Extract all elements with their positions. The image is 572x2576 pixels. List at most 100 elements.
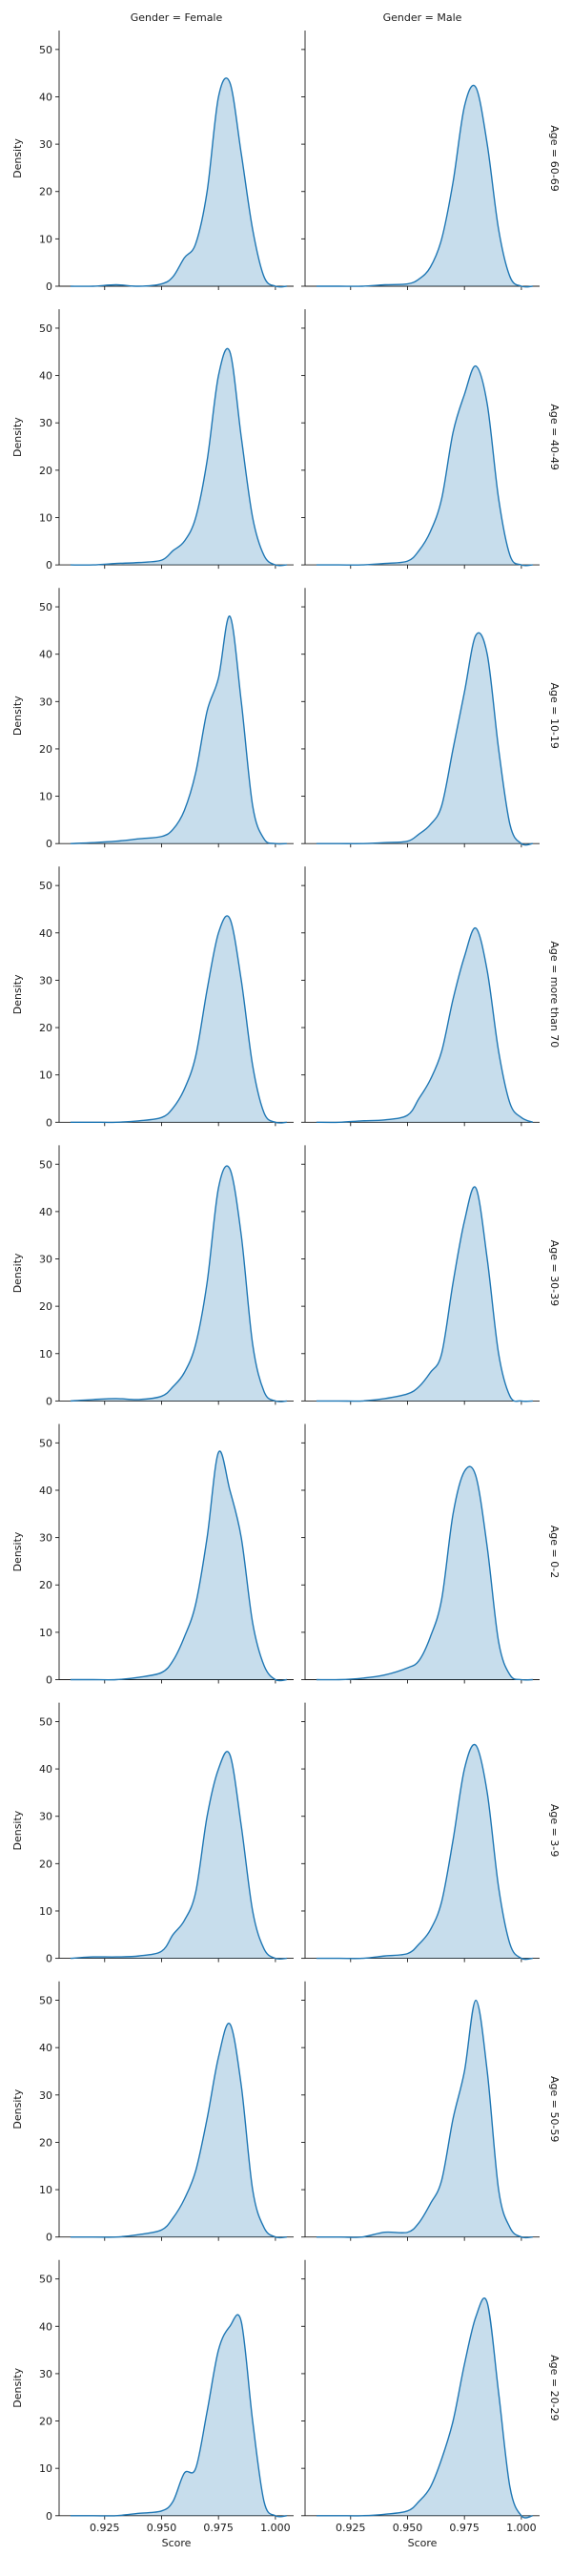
density-line bbox=[316, 1743, 533, 1961]
x-axis-label: Score bbox=[162, 2537, 192, 2549]
y-tick-label: 0 bbox=[46, 1395, 52, 1407]
y-tick-label: 50 bbox=[39, 2274, 52, 2286]
y-tick-label: 30 bbox=[39, 1254, 52, 1266]
density-line bbox=[70, 2314, 287, 2518]
y-tick-label: 40 bbox=[39, 1763, 52, 1776]
y-tick-label: 40 bbox=[39, 2042, 52, 2054]
y-tick-label: 50 bbox=[39, 601, 52, 613]
density-area bbox=[316, 1466, 533, 1680]
y-axis-label: Density bbox=[11, 1531, 24, 1571]
column-title: Gender = Female bbox=[131, 11, 223, 24]
density-line bbox=[70, 915, 287, 1124]
y-tick-label: 0 bbox=[46, 1674, 52, 1687]
y-tick-label: 30 bbox=[39, 974, 52, 987]
density-line bbox=[70, 2023, 287, 2239]
density-line bbox=[70, 1450, 287, 1682]
density-line bbox=[316, 1186, 533, 1402]
y-tick-label: 20 bbox=[39, 2136, 52, 2149]
row-title: Age = more than 70 bbox=[548, 941, 561, 1048]
y-tick-label: 0 bbox=[46, 559, 52, 571]
x-tick-label: 0.950 bbox=[147, 2522, 177, 2534]
density-area bbox=[70, 915, 287, 1124]
y-axis-label: Density bbox=[11, 696, 24, 736]
y-tick-label: 30 bbox=[39, 1532, 52, 1545]
y-tick-label: 30 bbox=[39, 2089, 52, 2102]
y-tick-label: 0 bbox=[46, 280, 52, 293]
density-area bbox=[316, 927, 533, 1123]
density-area bbox=[316, 2000, 533, 2238]
row-title: Age = 20-29 bbox=[548, 2355, 561, 2420]
row-title: Age = 40-49 bbox=[548, 404, 561, 469]
density-line bbox=[316, 1999, 533, 2239]
y-tick-label: 10 bbox=[39, 1348, 52, 1361]
density-line bbox=[70, 347, 287, 567]
density-line bbox=[70, 615, 287, 845]
y-tick-label: 0 bbox=[46, 838, 52, 850]
y-tick-label: 20 bbox=[39, 1022, 52, 1034]
y-tick-label: 40 bbox=[39, 370, 52, 383]
y-tick-label: 10 bbox=[39, 1905, 52, 1918]
row-title: Age = 60-69 bbox=[548, 125, 561, 191]
y-tick-label: 0 bbox=[46, 1953, 52, 1965]
x-tick-label: 0.925 bbox=[90, 2522, 120, 2534]
y-tick-label: 20 bbox=[39, 186, 52, 198]
y-tick-label: 10 bbox=[39, 2184, 52, 2196]
y-axis-label: Density bbox=[11, 1810, 24, 1850]
row-title: Age = 0-2 bbox=[548, 1526, 561, 1578]
x-tick-label: 1.000 bbox=[506, 2522, 537, 2534]
y-tick-label: 10 bbox=[39, 1627, 52, 1639]
y-tick-label: 50 bbox=[39, 1715, 52, 1728]
density-area bbox=[316, 365, 533, 566]
density-area bbox=[70, 1450, 287, 1681]
density-line bbox=[316, 2296, 533, 2519]
y-tick-label: 30 bbox=[39, 2368, 52, 2380]
y-tick-label: 0 bbox=[46, 1116, 52, 1129]
row-title: Age = 3-9 bbox=[548, 1804, 561, 1857]
x-tick-label: 0.975 bbox=[203, 2522, 234, 2534]
density-area bbox=[70, 2315, 287, 2517]
y-tick-label: 10 bbox=[39, 511, 52, 524]
y-axis-label: Density bbox=[11, 2088, 24, 2129]
density-line bbox=[316, 84, 533, 288]
density-line bbox=[70, 77, 287, 288]
row-title: Age = 30-39 bbox=[548, 1240, 561, 1306]
x-axis-label: Score bbox=[408, 2537, 438, 2549]
y-tick-label: 0 bbox=[46, 2232, 52, 2244]
y-tick-label: 40 bbox=[39, 1206, 52, 1218]
y-tick-label: 10 bbox=[39, 1070, 52, 1082]
density-area bbox=[70, 2023, 287, 2238]
y-axis-label: Density bbox=[11, 138, 24, 178]
y-axis-label: Density bbox=[11, 1253, 24, 1293]
y-tick-label: 20 bbox=[39, 1858, 52, 1870]
density-area bbox=[70, 77, 287, 287]
y-tick-label: 30 bbox=[39, 696, 52, 708]
y-tick-label: 50 bbox=[39, 1158, 52, 1171]
y-tick-label: 10 bbox=[39, 233, 52, 245]
column-title: Gender = Male bbox=[383, 11, 462, 24]
y-tick-label: 40 bbox=[39, 927, 52, 940]
row-title: Age = 10-19 bbox=[548, 682, 561, 748]
y-tick-label: 20 bbox=[39, 2416, 52, 2428]
density-line bbox=[70, 1751, 287, 1961]
y-tick-label: 40 bbox=[39, 2320, 52, 2333]
row-title: Age = 50-59 bbox=[548, 2076, 561, 2142]
y-tick-label: 40 bbox=[39, 649, 52, 661]
density-area bbox=[70, 348, 287, 566]
y-tick-label: 30 bbox=[39, 417, 52, 429]
y-tick-label: 40 bbox=[39, 1485, 52, 1497]
density-area bbox=[316, 85, 533, 287]
y-tick-label: 30 bbox=[39, 138, 52, 151]
density-line bbox=[316, 1465, 533, 1681]
y-axis-label: Density bbox=[11, 417, 24, 457]
y-tick-label: 10 bbox=[39, 791, 52, 803]
y-tick-label: 20 bbox=[39, 465, 52, 477]
y-tick-label: 50 bbox=[39, 1437, 52, 1449]
y-axis-label: Density bbox=[11, 974, 24, 1014]
y-tick-label: 20 bbox=[39, 1579, 52, 1591]
x-tick-label: 0.950 bbox=[393, 2522, 423, 2534]
x-tick-label: 0.975 bbox=[449, 2522, 480, 2534]
density-area bbox=[70, 615, 287, 844]
density-area bbox=[316, 1744, 533, 1960]
density-line bbox=[316, 927, 534, 1124]
